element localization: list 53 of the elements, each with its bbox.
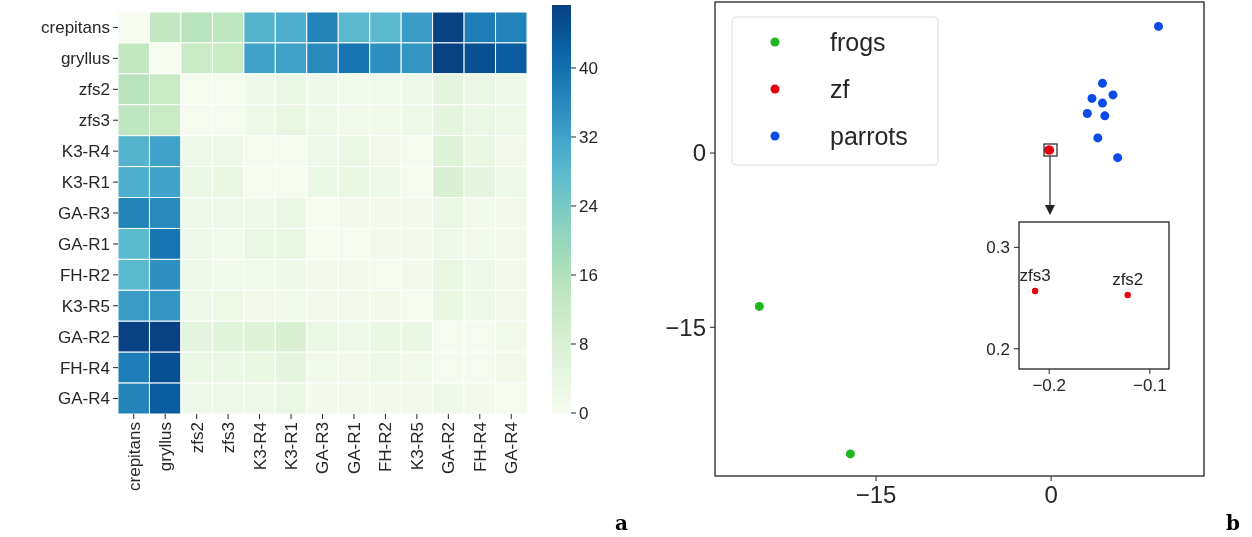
x-tick-label: −0.2 — [1032, 375, 1066, 395]
y-tick-label: K3-R1 — [61, 173, 110, 193]
point — [1100, 111, 1110, 121]
y-tick-label: zfs2 — [78, 80, 110, 100]
x-tick-label: GA-R4 — [502, 422, 522, 474]
y-tick-label: gryllus — [60, 49, 110, 69]
point — [1087, 93, 1097, 103]
point — [1082, 109, 1092, 119]
y-tick-label: GA-R4 — [58, 389, 110, 409]
x-tick-label: zfs3 — [219, 422, 239, 454]
text: a — [615, 511, 629, 535]
legend-label: zf — [830, 74, 850, 103]
y-tick-label: GA-R1 — [58, 234, 110, 254]
x-tick-label: gryllus — [156, 422, 176, 472]
x-tick-label: GA-R1 — [344, 422, 364, 474]
text: b — [1226, 511, 1241, 535]
point — [1097, 78, 1107, 88]
y-tick-label: K3-R4 — [61, 142, 110, 162]
annotation: zfs2 — [1112, 269, 1144, 289]
point — [1153, 21, 1163, 31]
point — [1108, 90, 1118, 100]
legend-label: parrots — [830, 121, 908, 150]
x-tick-label: GA-R3 — [313, 422, 333, 474]
x-tick-label: K3-R1 — [281, 422, 301, 471]
x-tick-label: K3-R4 — [250, 422, 270, 471]
y-tick-label: 0.2 — [986, 339, 1010, 359]
y-tick-label: zfs3 — [78, 111, 110, 131]
x-tick-label: FH-R2 — [376, 422, 396, 473]
color-bar-label: 16 — [579, 265, 598, 285]
point — [1113, 153, 1123, 163]
point — [845, 449, 855, 459]
y-tick-label: K3-R5 — [61, 296, 110, 316]
x-tick-label: FH-R4 — [470, 422, 490, 473]
color-bar-label: 40 — [579, 58, 598, 78]
y-tick-label: FH-R4 — [59, 358, 110, 378]
annotation: zfs3 — [1019, 265, 1051, 285]
y-tick-label: 0.3 — [986, 238, 1010, 258]
color-bar-label: 8 — [579, 334, 589, 354]
point — [1097, 98, 1107, 108]
x-tick-label: −0.1 — [1133, 375, 1167, 395]
x-tick-label: GA-R2 — [439, 422, 459, 474]
color-bar-label: 32 — [579, 127, 598, 147]
x-tick-label: zfs2 — [187, 422, 207, 454]
legend-label: frogs — [830, 27, 886, 56]
x-tick-label: K3-R5 — [407, 422, 427, 471]
y-tick-label: GA-R2 — [58, 327, 110, 347]
y-tick-label: FH-R2 — [59, 265, 110, 285]
y-tick-label: crepitans — [41, 18, 110, 38]
color-bar-label: 24 — [579, 196, 598, 216]
color-bar-label: 0 — [579, 403, 589, 423]
point — [754, 301, 764, 311]
point — [1093, 133, 1103, 143]
y-tick-label: GA-R3 — [58, 203, 110, 223]
